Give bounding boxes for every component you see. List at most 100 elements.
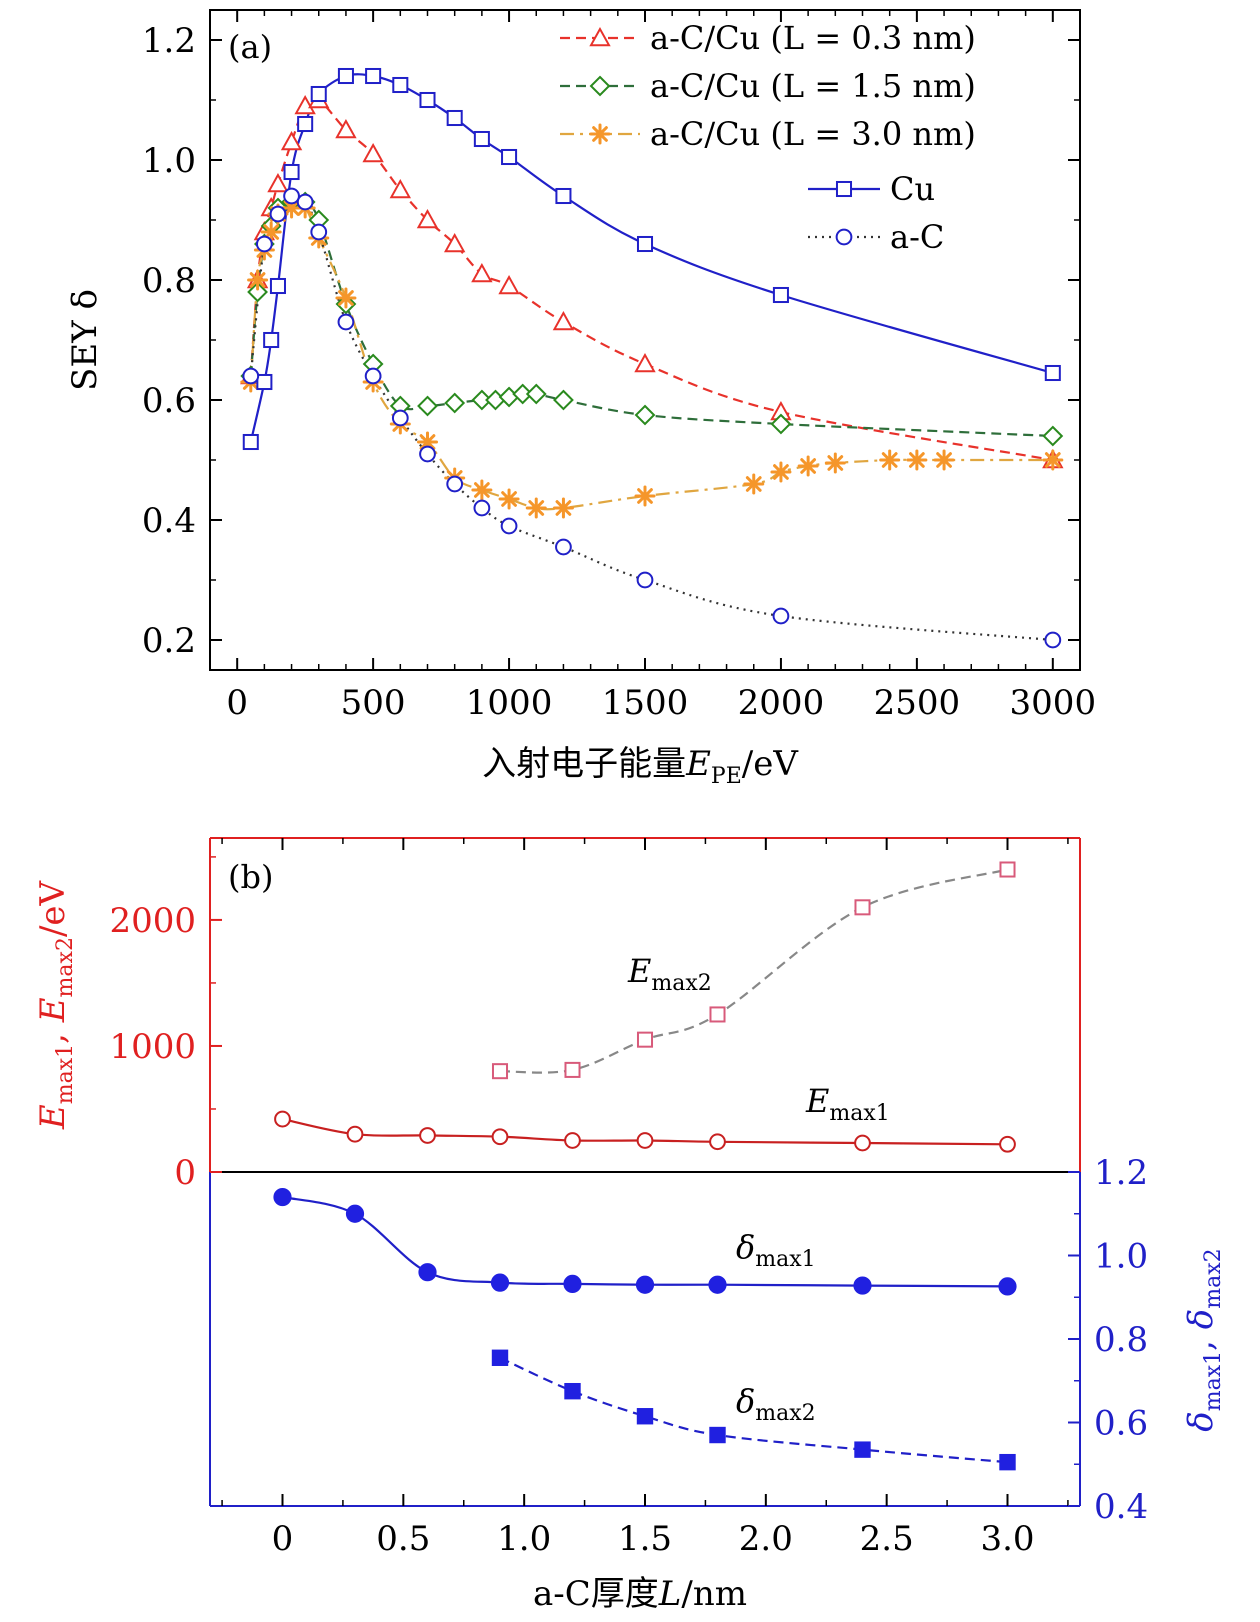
panel-a-point-1 — [634, 404, 656, 426]
panel-a-point-1 — [525, 383, 547, 405]
panel-b-top-point-1 — [419, 1127, 436, 1144]
panel-b-right-ytick-label: 0.4 — [1094, 1487, 1148, 1527]
panel-b-bottom-point-0 — [490, 1273, 510, 1292]
panel-a-point-2 — [743, 473, 765, 495]
panel-a-point-2 — [498, 488, 520, 510]
legend-label-3: Cu — [890, 170, 935, 208]
panel-b-top-point-1 — [564, 1132, 581, 1149]
panel-a-point-2 — [906, 449, 928, 471]
panel-a-point-2 — [1042, 449, 1064, 471]
panel-b-right-ytick-label: 0.8 — [1094, 1320, 1148, 1360]
panel-a-point-4 — [364, 367, 382, 385]
panel-b-left-ylabel-unit: /eV — [33, 879, 73, 937]
label-dmax1-sub: max1 — [755, 1247, 815, 1272]
panel-a-point-0 — [443, 232, 466, 253]
label-dmax2-sub: max2 — [755, 1401, 815, 1426]
panel-b-xlabel: a-C厚度L/nm — [533, 1574, 747, 1614]
panel-b-top-point-1 — [709, 1133, 726, 1151]
panel-a-point-0 — [552, 310, 575, 331]
panel-b-bottom-point-0 — [345, 1204, 365, 1223]
panel-b-top-point-0 — [999, 861, 1016, 878]
panel-a-point-3 — [365, 67, 382, 85]
panel-a-xtick-label: 0 — [226, 683, 248, 723]
panel-b-top-point-1 — [636, 1132, 654, 1149]
panel-b-xtick-label: 2.0 — [739, 1519, 793, 1559]
panel-a-ytick-label: 0.6 — [142, 381, 196, 421]
panel-a-point-4 — [255, 235, 273, 253]
panel-b-right-ytick-label: 1.0 — [1094, 1237, 1148, 1277]
legend-marker-4 — [835, 228, 853, 246]
panel-a-point-0 — [416, 208, 439, 229]
panel-a-xtick-label: 2000 — [738, 683, 825, 723]
panel-a-point-3 — [263, 331, 280, 349]
legend-label-1: a-C/Cu (L = 1.5 nm) — [650, 67, 976, 105]
panel-a-point-2 — [552, 497, 574, 519]
panel-a-xlabel-unit: /eV — [742, 744, 800, 784]
panel-b-ticks: 0 0.5 1.0 1.5 2.0 2.5 3.0 0 1000 2000 0.4 0.6 0.8 1.0… — [109, 838, 1148, 1559]
panel-a-point-2 — [824, 452, 846, 474]
panel-a-point-4 — [391, 409, 409, 427]
panel-b-left-ytick-label: 2000 — [109, 901, 196, 941]
panel-a-point-4 — [310, 223, 328, 241]
panel-a-point-4 — [1044, 631, 1062, 649]
panel-a-point-0 — [280, 130, 303, 151]
panel-b-xtick-label: 2.5 — [860, 1519, 914, 1559]
panel-a-ytick-label: 1.2 — [142, 21, 196, 61]
panel-a-point-0 — [471, 262, 493, 283]
panel-b-bottom-point-0 — [708, 1275, 727, 1294]
panel-b-xlabel-text: a-C厚度 — [533, 1574, 659, 1614]
panel-a-ticks: 0 500 1000 1500 2000 2500 3000 0.2 0.4 0.6 0.8 1.0 1… — [142, 10, 1096, 723]
panel-b-top-point-1 — [491, 1128, 509, 1146]
panel-a-point-3 — [555, 187, 572, 205]
panel-a-point-3 — [392, 76, 409, 94]
panel-a-point-4 — [242, 367, 260, 385]
panel-b-xtick-label: 1.0 — [497, 1519, 551, 1559]
panel-b-bottom-point-0 — [418, 1263, 437, 1282]
panel-b-xlabel-symbol: L — [658, 1574, 682, 1614]
panel-b-bottom-point-1 — [999, 1453, 1016, 1471]
panel-b-label: (b) — [228, 858, 273, 896]
panel-a-point-1 — [553, 389, 574, 411]
panel-a-point-2 — [797, 455, 819, 477]
panel-b-xtick-label: 0 — [272, 1519, 294, 1559]
panel-b-xtick-label: 3.0 — [980, 1519, 1034, 1559]
panel-a-point-0 — [498, 274, 520, 295]
panel-b-left-ylabel-e1-sub: max1 — [53, 1044, 78, 1104]
panel-b-left-ytick-label: 1000 — [109, 1027, 196, 1067]
panel-a-point-1 — [444, 392, 466, 414]
panel-a-point-4 — [555, 538, 572, 556]
panel-a-point-0 — [267, 172, 289, 193]
panel-b-top-point-1 — [274, 1110, 291, 1128]
panel-b-bottom-point-0 — [853, 1276, 872, 1295]
legend-marker-3 — [835, 180, 853, 198]
panel-a-xlabel-text: 入射电子能量 — [482, 744, 686, 784]
panel-a-point-0 — [634, 352, 656, 373]
panel-a-point-4 — [269, 205, 287, 223]
panel-b-xtick-label: 0.5 — [376, 1519, 430, 1559]
panel-a-point-3 — [283, 163, 300, 181]
panel-b-top-point-1 — [346, 1125, 364, 1143]
panel-a-point-4 — [772, 607, 790, 625]
panel-a-point-3 — [242, 433, 259, 451]
panel-a-point-3 — [446, 109, 463, 127]
panel-a-point-3 — [1044, 364, 1061, 382]
panel-a-point-2 — [335, 287, 357, 309]
label-dmax2: δmax2 — [736, 1382, 816, 1426]
label-emax1-base: E — [805, 1082, 829, 1120]
panel-a-point-3 — [297, 115, 314, 133]
panel-a-point-3 — [337, 67, 354, 85]
panel-b-bottom-point-1 — [636, 1408, 654, 1425]
panel-a-frame — [209, 9, 1081, 671]
legend-marker-0 — [589, 26, 611, 47]
panel-a-ytick-label: 0.8 — [142, 261, 196, 301]
panel-b-right-ylabel: δmax1, δmax2 — [1181, 1248, 1226, 1431]
panel-a-point-3 — [772, 286, 789, 304]
panel-b-left-ylabel-e2-sub: max2 — [53, 937, 78, 997]
panel-b-top-point-0 — [854, 899, 871, 916]
panel-b-bottom-point-0 — [563, 1274, 582, 1293]
panel-b-bottom-point-0 — [635, 1275, 655, 1294]
panel-b-left-ylabel-sep: , — [33, 1022, 73, 1044]
panel-b-right-ylabel-d2-sub: max2 — [1201, 1248, 1226, 1308]
legend-label-4: a-C — [890, 218, 944, 256]
